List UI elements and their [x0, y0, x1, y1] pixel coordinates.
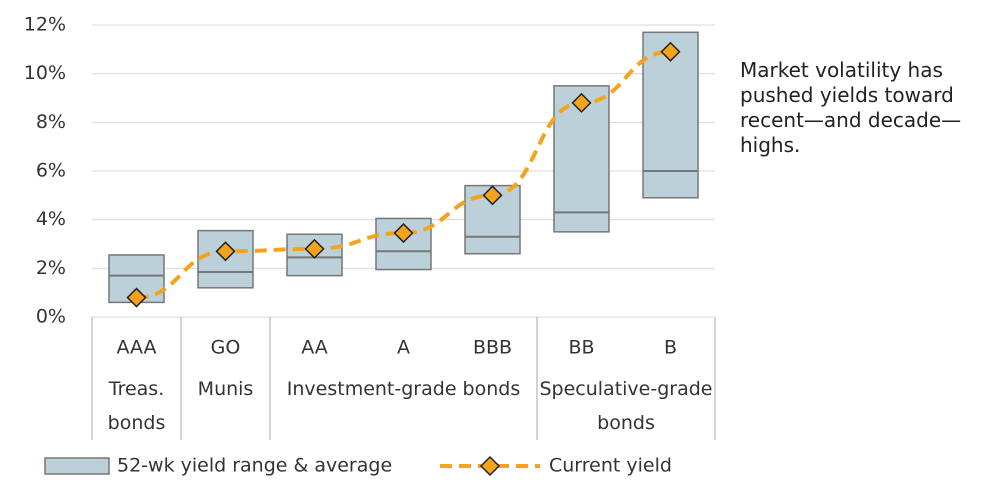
- legend-label: 52-wk yield range & average: [117, 455, 392, 477]
- x-tick-label: BBB: [473, 337, 512, 359]
- y-tick-label: 8%: [36, 111, 66, 133]
- y-tick-label: 6%: [36, 160, 66, 182]
- current-yield-marker: [482, 185, 503, 206]
- legend-marker: [479, 455, 501, 477]
- legend-label: Current yield: [549, 455, 672, 477]
- current-yield-marker: [215, 241, 236, 262]
- current-yield-marker: [304, 238, 325, 259]
- y-tick-label: 10%: [24, 62, 66, 84]
- annotation: Market volatility has pushed yields towa…: [740, 58, 962, 157]
- current-yield-marker: [126, 287, 147, 308]
- x-tick-label: A: [397, 337, 410, 359]
- x-tick-label: AA: [301, 337, 328, 359]
- x-tick-label: BB: [568, 337, 594, 359]
- legend-swatch: [44, 457, 110, 475]
- y-tick-label: 2%: [36, 257, 66, 279]
- current-yield-marker: [393, 222, 414, 244]
- group-label: Treas. bonds: [107, 378, 166, 434]
- x-tick-label: B: [664, 337, 677, 359]
- group-label: Investment-grade bonds: [286, 378, 521, 400]
- current-yield-marker: [571, 92, 592, 113]
- y-tick-label: 12%: [24, 14, 66, 36]
- group-label: Munis: [197, 378, 254, 400]
- current-yield-marker: [660, 41, 681, 62]
- group-label: Speculative-grade bonds: [539, 378, 713, 434]
- y-tick-label: 4%: [36, 208, 66, 230]
- x-tick-label: GO: [211, 337, 241, 359]
- y-tick-label: 0%: [36, 306, 66, 328]
- x-tick-label: AAA: [116, 337, 156, 359]
